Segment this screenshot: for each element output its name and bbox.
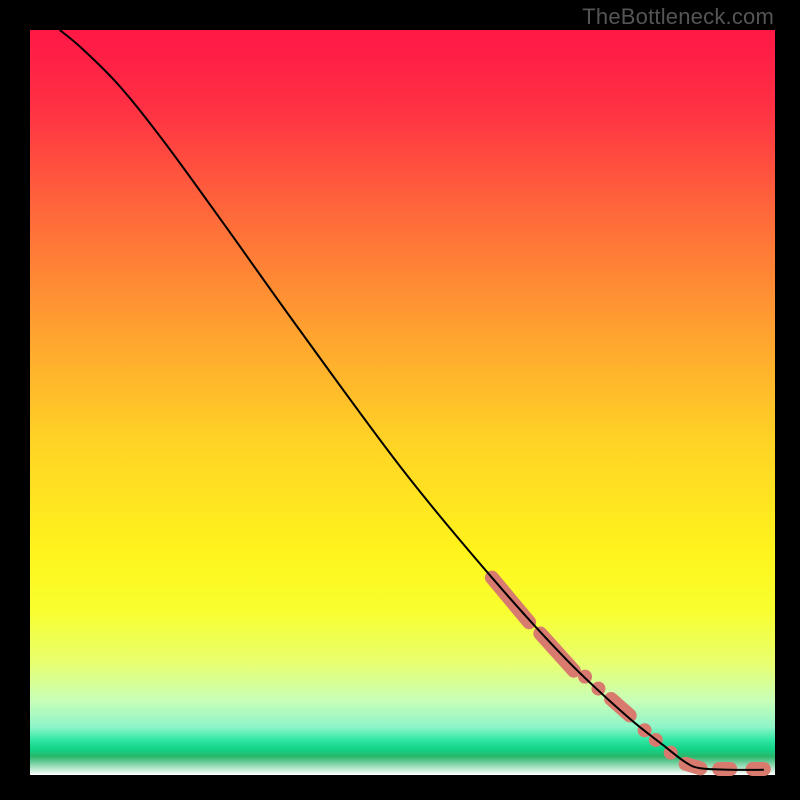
plot-background xyxy=(30,30,775,775)
bottleneck-chart xyxy=(0,0,800,800)
watermark-text: TheBottleneck.com xyxy=(582,4,774,30)
marker-circle xyxy=(591,682,605,696)
